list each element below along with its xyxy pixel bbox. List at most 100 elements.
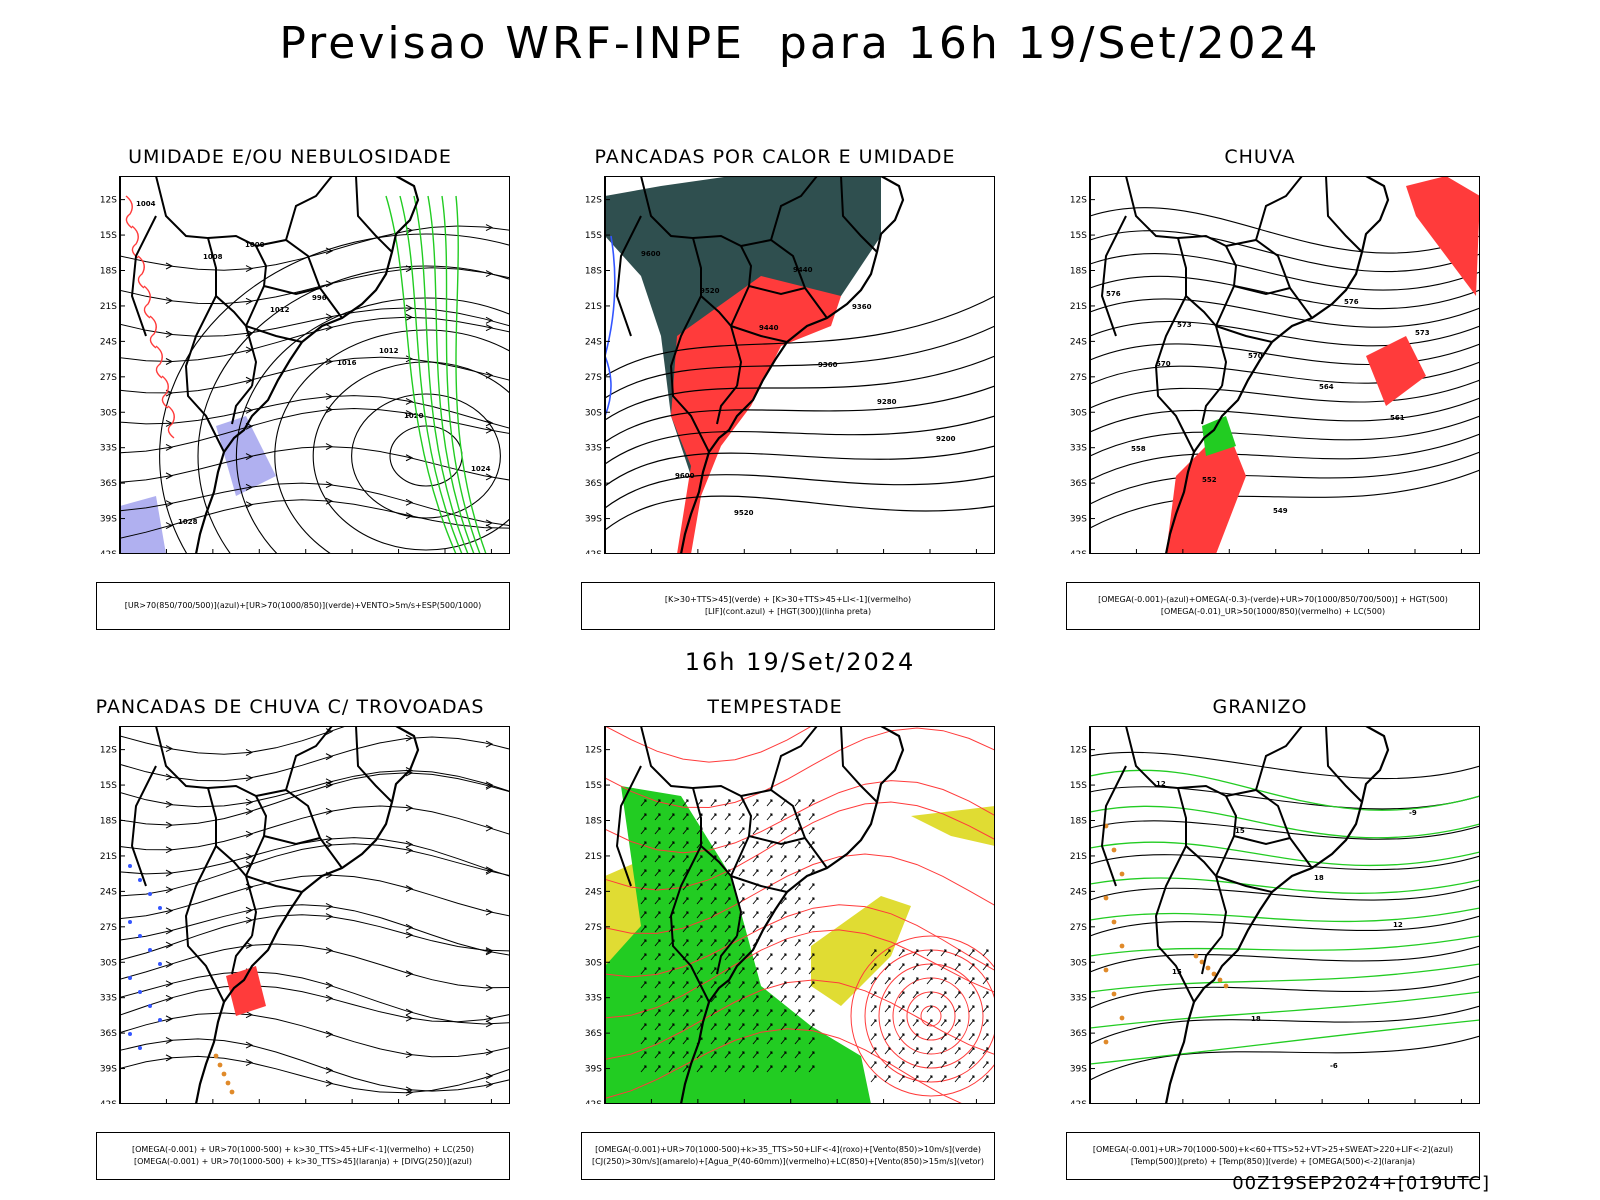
temp850-contour bbox=[1089, 805, 1480, 839]
state-border bbox=[184, 845, 225, 1003]
flow-arrow bbox=[245, 774, 254, 782]
state-border bbox=[730, 875, 788, 893]
wind-vector bbox=[640, 813, 647, 821]
wind-vector bbox=[794, 1065, 801, 1073]
wind-vector bbox=[654, 911, 661, 919]
flow-arrow bbox=[405, 398, 414, 405]
lat-tick-label: 21S bbox=[100, 302, 117, 312]
lat-tick-label: 24S bbox=[585, 337, 602, 347]
wind-vector bbox=[640, 995, 647, 1003]
flow-arrow bbox=[485, 316, 494, 324]
wind-vector bbox=[738, 925, 745, 933]
flow-arrow bbox=[405, 1051, 414, 1059]
state-border bbox=[1255, 176, 1303, 241]
wind-vector bbox=[682, 1065, 689, 1073]
wind-vector bbox=[738, 1023, 745, 1031]
wind-vector bbox=[654, 813, 661, 821]
storm-area bbox=[226, 966, 266, 1016]
wind-vector bbox=[794, 925, 801, 933]
flow-arrow bbox=[485, 1080, 494, 1088]
state-border bbox=[669, 295, 710, 453]
wind-vector bbox=[766, 939, 773, 947]
wind-vector bbox=[654, 827, 661, 835]
temp850-contour bbox=[1089, 991, 1480, 1029]
wind-vector bbox=[780, 897, 787, 905]
wind-vector bbox=[780, 911, 787, 919]
wind-vector bbox=[912, 1047, 919, 1055]
flow-arrow bbox=[165, 330, 174, 338]
wind-vector bbox=[682, 1037, 689, 1045]
wind-vector bbox=[870, 1019, 877, 1027]
lat-tick-label: 42S bbox=[1070, 550, 1087, 554]
panel-title: PANCADAS DE CHUVA C/ TROVOADAS bbox=[95, 696, 485, 718]
flow-arrow bbox=[325, 1079, 334, 1087]
wind-vector bbox=[696, 1065, 703, 1073]
height-contour bbox=[1089, 343, 1480, 365]
flow-arrow bbox=[405, 512, 414, 520]
wind-vector bbox=[640, 1051, 647, 1059]
lat-tick-label: 36S bbox=[1070, 479, 1087, 489]
wind-vector bbox=[710, 897, 717, 905]
wind-vector bbox=[898, 991, 905, 999]
coastline bbox=[194, 176, 420, 554]
flow-arrow bbox=[325, 481, 334, 489]
streamline bbox=[119, 874, 510, 920]
temp500-contour bbox=[1089, 945, 1480, 973]
wind-vector bbox=[954, 991, 961, 999]
wind-vector bbox=[982, 963, 989, 971]
height-contour bbox=[1089, 415, 1480, 457]
wind-vector bbox=[682, 967, 689, 975]
wind-vector bbox=[668, 827, 675, 835]
contour-label: 9520 bbox=[734, 509, 754, 517]
map-chuva: 576 573 570 564 561 558 552 549 576 573 570 12S 15S 1… bbox=[1070, 176, 1480, 554]
wind-vector bbox=[682, 841, 689, 849]
wind-vector bbox=[752, 827, 759, 835]
wind-vector bbox=[808, 1065, 815, 1073]
wind-vector bbox=[926, 949, 933, 957]
wind-vector bbox=[724, 841, 731, 849]
flow-arrow bbox=[245, 1059, 254, 1067]
wind-vector bbox=[710, 855, 717, 863]
flow-arrow bbox=[245, 406, 254, 414]
wind-vector bbox=[912, 991, 919, 999]
wind-vector bbox=[968, 1005, 975, 1013]
streamline bbox=[119, 769, 510, 808]
height-contour bbox=[604, 295, 995, 377]
wind-vector bbox=[780, 869, 787, 877]
state-border bbox=[615, 765, 642, 887]
lat-tick-label: 21S bbox=[1070, 852, 1087, 862]
wind-vector bbox=[808, 813, 815, 821]
wind-vector bbox=[780, 953, 787, 961]
divergence-marker bbox=[158, 962, 162, 966]
wind-vector bbox=[710, 939, 717, 947]
lat-tick-label: 24S bbox=[1070, 337, 1087, 347]
state-border bbox=[155, 176, 258, 387]
flow-arrow bbox=[325, 835, 334, 843]
state-border bbox=[255, 788, 343, 869]
thickness-contour-red bbox=[131, 225, 139, 259]
lat-tick-label: 15S bbox=[585, 231, 602, 241]
map-frame bbox=[1089, 726, 1480, 1104]
omega-marker bbox=[1103, 967, 1109, 973]
rain-area bbox=[1366, 336, 1426, 406]
lat-tick-label: 24S bbox=[1070, 887, 1087, 897]
wind-vector bbox=[898, 1005, 905, 1013]
lat-tick-label: 42S bbox=[1070, 1100, 1087, 1104]
wind-vector bbox=[766, 995, 773, 1003]
wind-vector bbox=[912, 949, 919, 957]
wind-vector bbox=[668, 1051, 675, 1059]
omega-marker bbox=[1199, 959, 1205, 965]
wind-vector bbox=[710, 841, 717, 849]
flow-arrow bbox=[325, 406, 334, 414]
lat-tick-label: 33S bbox=[585, 444, 602, 454]
panel-legend: [OMEGA(-0.001) + UR>70(1000-500) + k>30_… bbox=[96, 1132, 510, 1180]
wind-vector bbox=[724, 1023, 731, 1031]
state-border bbox=[1100, 215, 1127, 337]
lat-tick-label: 30S bbox=[1070, 408, 1087, 418]
wind-vector bbox=[808, 827, 815, 835]
state-border bbox=[1154, 845, 1195, 1003]
wind-vector bbox=[724, 883, 731, 891]
omega-marker bbox=[1217, 977, 1223, 983]
flow-arrow bbox=[325, 324, 334, 331]
streamline bbox=[119, 356, 510, 394]
